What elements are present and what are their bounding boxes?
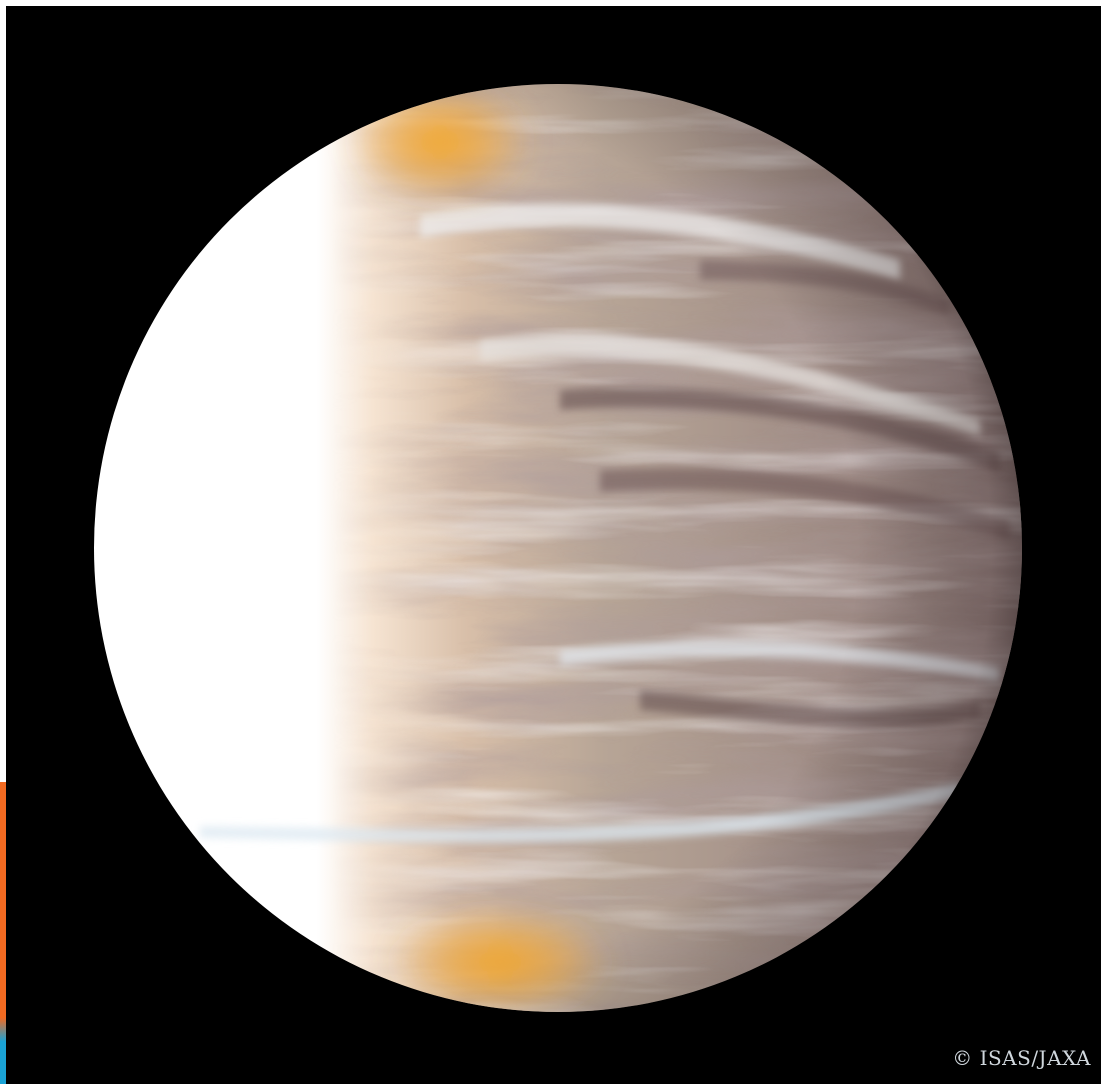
top-white-border bbox=[0, 0, 1101, 6]
left-white-border bbox=[0, 0, 6, 1084]
image-credit: © ISAS/JAXA bbox=[952, 1046, 1091, 1070]
accent-stripe bbox=[0, 782, 6, 1084]
